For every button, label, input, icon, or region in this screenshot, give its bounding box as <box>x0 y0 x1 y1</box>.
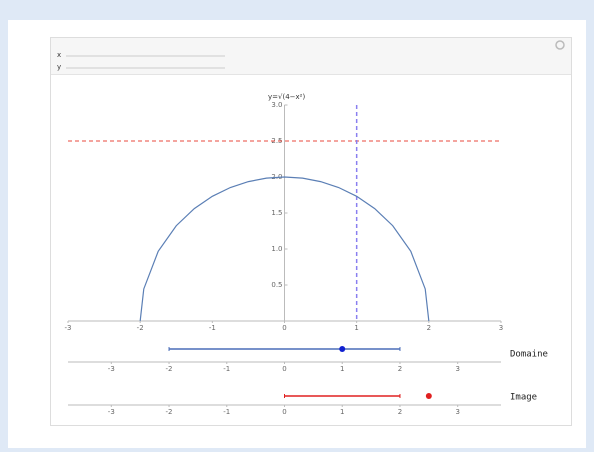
x-tick-label: 1 <box>354 324 358 332</box>
x-tick-label: -2 <box>137 324 144 332</box>
number-tick-label: 3 <box>455 365 459 373</box>
number-tick-label: 2 <box>398 365 402 373</box>
x-tick-label: 3 <box>499 324 503 332</box>
x-tick-label: 0 <box>282 324 286 332</box>
x-tick-label: -1 <box>209 324 216 332</box>
number-tick-label: -2 <box>166 408 173 416</box>
point <box>339 346 346 352</box>
y-tick-label: 2.5 <box>271 137 282 145</box>
number-line-label: Domaine <box>510 350 548 360</box>
number-tick-label: 0 <box>282 408 286 416</box>
number-tick-label: -1 <box>223 365 230 373</box>
curve <box>139 176 430 322</box>
chart-title: y=√(4−x²) <box>268 93 305 101</box>
y-tick-label: 3.0 <box>271 101 282 109</box>
number-line-label: Image <box>510 393 537 403</box>
y-tick-label: 0.5 <box>271 281 282 289</box>
x-tick-label: 2 <box>427 324 431 332</box>
number-tick-label: 1 <box>340 408 344 416</box>
point <box>425 393 432 399</box>
number-tick-label: -3 <box>108 408 115 416</box>
number-tick-label: -1 <box>223 408 230 416</box>
manipulate-frame <box>50 37 572 426</box>
number-tick-label: 1 <box>340 365 344 373</box>
x-tick-label: -3 <box>65 324 72 332</box>
number-tick-label: -2 <box>166 365 173 373</box>
control-label: x <box>57 51 61 59</box>
number-tick-label: 3 <box>455 408 459 416</box>
y-tick-label: 1.0 <box>271 245 282 253</box>
number-tick-label: -3 <box>108 365 115 373</box>
number-tick-label: 2 <box>398 408 402 416</box>
control-label: y <box>57 63 61 71</box>
y-tick-label: 1.5 <box>271 209 282 217</box>
number-tick-label: 0 <box>282 365 286 373</box>
close-button[interactable] <box>555 40 565 50</box>
